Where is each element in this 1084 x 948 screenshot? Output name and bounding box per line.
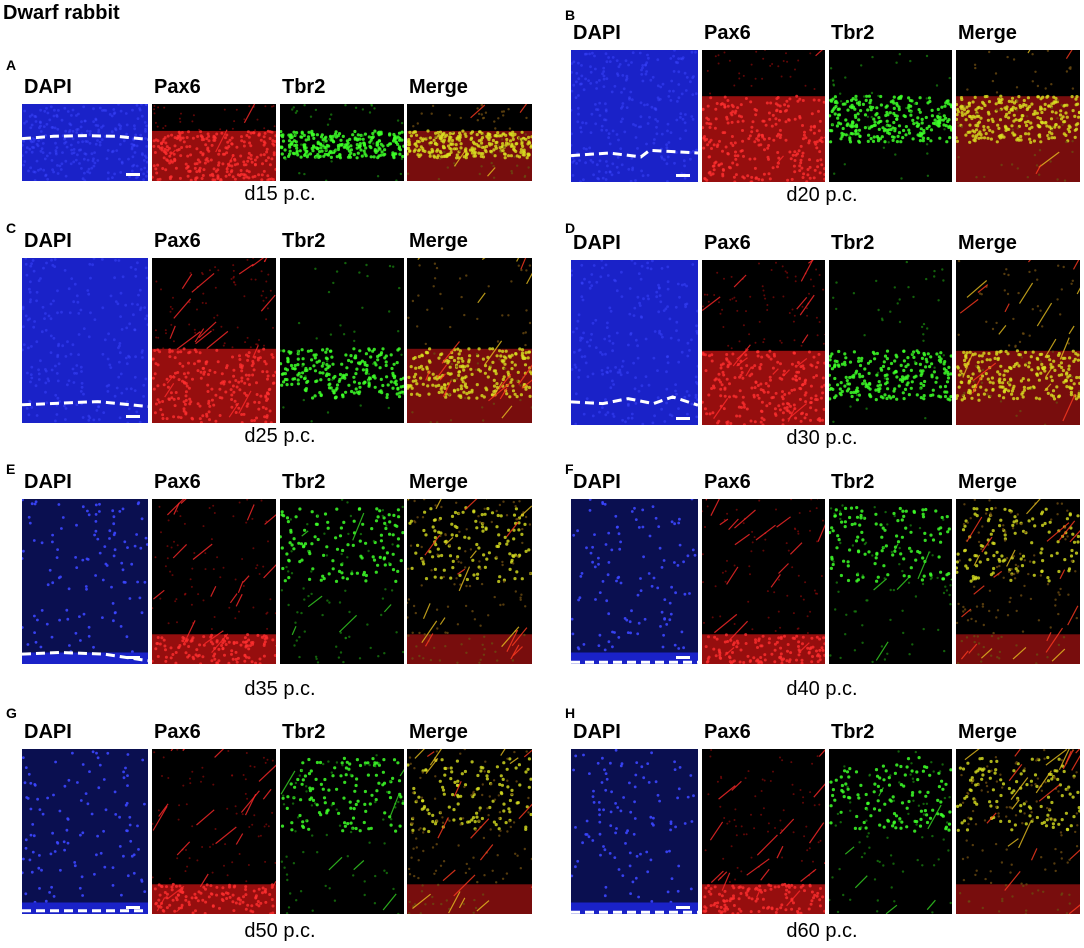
- channel-label-merge: Merge: [958, 471, 1017, 493]
- stage-caption: d30 p.c.: [786, 427, 858, 449]
- channel-label-pax6: Pax6: [154, 230, 201, 252]
- panel-label-e: E: [6, 461, 16, 477]
- channel-label-dapi: DAPI: [24, 471, 72, 493]
- channel-label-pax6: Pax6: [704, 721, 751, 743]
- scale-bar: [126, 906, 140, 909]
- channel-label-merge: Merge: [958, 232, 1017, 254]
- micrograph-pax6: [152, 499, 276, 664]
- panel-label-d: D: [565, 220, 576, 236]
- channel-label-tbr2: Tbr2: [282, 471, 326, 493]
- micrograph-tbr2: [280, 749, 404, 914]
- micrograph-tbr2: [280, 499, 404, 664]
- micrograph-dapi: [571, 50, 698, 182]
- panel-label-b: B: [565, 7, 576, 23]
- micrograph-merge: [407, 258, 532, 423]
- micrograph-dapi: [571, 499, 698, 664]
- micrograph-pax6: [152, 104, 276, 181]
- channel-label-dapi: DAPI: [24, 721, 72, 743]
- channel-label-merge: Merge: [409, 230, 468, 252]
- scale-bar: [676, 906, 690, 909]
- stage-caption: d20 p.c.: [786, 184, 858, 206]
- channel-label-dapi: DAPI: [573, 232, 621, 254]
- panel-label-a: A: [6, 57, 17, 73]
- scale-bar: [126, 173, 140, 176]
- scale-bar: [126, 415, 140, 418]
- channel-label-merge: Merge: [409, 471, 468, 493]
- ventricle-boundary-line: [22, 134, 148, 141]
- scale-bar: [676, 174, 690, 177]
- stage-caption: d60 p.c.: [786, 920, 858, 942]
- channel-label-dapi: DAPI: [24, 76, 72, 98]
- channel-label-tbr2: Tbr2: [282, 230, 326, 252]
- channel-label-dapi: DAPI: [573, 22, 621, 44]
- ventricle-boundary-line: [571, 148, 698, 159]
- panel-label-f: F: [565, 461, 574, 477]
- micrograph-tbr2: [829, 260, 952, 425]
- micrograph-pax6: [152, 749, 276, 914]
- micrograph-pax6: [702, 749, 825, 914]
- stage-caption: d50 p.c.: [244, 920, 316, 942]
- channel-label-pax6: Pax6: [704, 22, 751, 44]
- channel-label-tbr2: Tbr2: [831, 22, 875, 44]
- micrograph-pax6: [702, 50, 825, 182]
- panel-label-g: G: [6, 705, 17, 721]
- channel-label-tbr2: Tbr2: [831, 232, 875, 254]
- micrograph-tbr2: [829, 499, 952, 664]
- stage-caption: d25 p.c.: [244, 425, 316, 447]
- channel-label-dapi: DAPI: [573, 471, 621, 493]
- micrograph-merge: [956, 499, 1080, 664]
- channel-label-dapi: DAPI: [573, 721, 621, 743]
- stage-caption: d40 p.c.: [786, 678, 858, 700]
- micrograph-dapi: [22, 104, 148, 181]
- micrograph-merge: [407, 104, 532, 181]
- channel-label-pax6: Pax6: [154, 471, 201, 493]
- channel-label-dapi: DAPI: [24, 230, 72, 252]
- micrograph-pax6: [152, 258, 276, 423]
- figure-title: Dwarf rabbit: [3, 2, 120, 24]
- channel-label-pax6: Pax6: [704, 232, 751, 254]
- channel-label-merge: Merge: [409, 721, 468, 743]
- channel-label-pax6: Pax6: [154, 721, 201, 743]
- stage-caption: d15 p.c.: [244, 183, 316, 205]
- panel-label-c: C: [6, 220, 17, 236]
- micrograph-dapi: [22, 258, 148, 423]
- channel-label-merge: Merge: [409, 76, 468, 98]
- micrograph-pax6: [702, 260, 825, 425]
- scale-bar: [126, 656, 140, 659]
- micrograph-merge: [407, 499, 532, 664]
- channel-label-merge: Merge: [958, 22, 1017, 44]
- ventricle-boundary-line: [22, 650, 148, 663]
- micrograph-tbr2: [829, 50, 952, 182]
- panel-label-h: H: [565, 705, 576, 721]
- micrograph-merge: [956, 260, 1080, 425]
- scale-bar: [676, 656, 690, 659]
- scale-bar: [676, 417, 690, 420]
- channel-label-tbr2: Tbr2: [282, 76, 326, 98]
- micrograph-tbr2: [280, 104, 404, 181]
- ventricle-boundary-line: [22, 400, 148, 408]
- ventricle-boundary-line: [571, 395, 698, 407]
- micrograph-merge: [956, 749, 1080, 914]
- micrograph-merge: [956, 50, 1080, 182]
- channel-label-tbr2: Tbr2: [282, 721, 326, 743]
- micrograph-pax6: [702, 499, 825, 664]
- micrograph-dapi: [571, 749, 698, 914]
- channel-label-tbr2: Tbr2: [831, 471, 875, 493]
- micrograph-dapi: [22, 499, 148, 664]
- channel-label-pax6: Pax6: [704, 471, 751, 493]
- stage-caption: d35 p.c.: [244, 678, 316, 700]
- channel-label-tbr2: Tbr2: [831, 721, 875, 743]
- micrograph-tbr2: [829, 749, 952, 914]
- channel-label-merge: Merge: [958, 721, 1017, 743]
- channel-label-pax6: Pax6: [154, 76, 201, 98]
- micrograph-dapi: [571, 260, 698, 425]
- micrograph-dapi: [22, 749, 148, 914]
- micrograph-merge: [407, 749, 532, 914]
- micrograph-tbr2: [280, 258, 404, 423]
